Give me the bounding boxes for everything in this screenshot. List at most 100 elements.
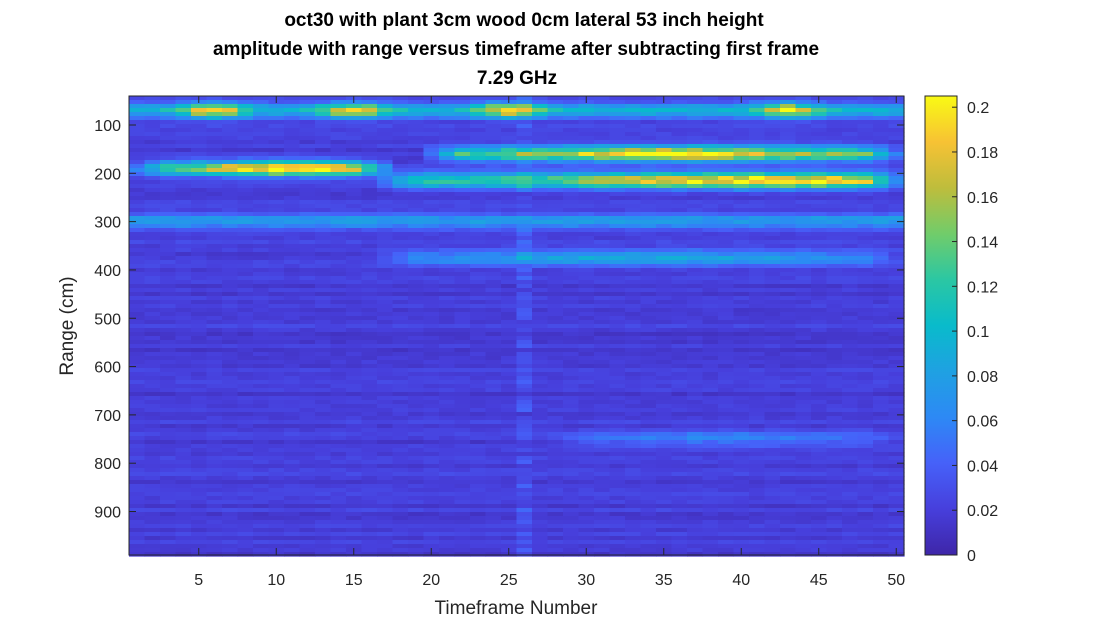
heatmap-cell xyxy=(299,512,316,517)
heatmap-cell xyxy=(315,204,332,209)
heatmap-cell xyxy=(547,132,564,137)
heatmap-cell xyxy=(702,268,719,273)
heatmap-cell xyxy=(361,468,378,473)
heatmap-cell xyxy=(671,356,688,361)
heatmap-cell xyxy=(733,168,750,173)
heatmap-cell xyxy=(780,208,797,213)
heatmap-cell xyxy=(485,268,502,273)
heatmap-cell xyxy=(656,200,673,205)
heatmap-cell xyxy=(129,212,146,217)
heatmap-cell xyxy=(284,536,301,541)
heatmap-cell xyxy=(175,416,192,421)
heatmap-cell xyxy=(795,148,812,153)
heatmap-cell xyxy=(594,176,611,181)
heatmap-cell xyxy=(129,532,146,537)
heatmap-cell xyxy=(361,180,378,185)
heatmap-cell xyxy=(222,344,239,349)
heatmap-cell xyxy=(454,288,471,293)
heatmap-cell xyxy=(795,256,812,261)
heatmap-cell xyxy=(764,108,781,113)
heatmap-cell xyxy=(206,432,223,437)
heatmap-cell xyxy=(206,124,223,129)
heatmap-cell xyxy=(175,324,192,329)
heatmap-cell xyxy=(315,184,332,189)
heatmap-cell xyxy=(377,172,394,177)
heatmap-cell xyxy=(795,140,812,145)
heatmap-cell xyxy=(594,484,611,489)
heatmap-cell xyxy=(330,220,347,225)
heatmap-cell xyxy=(733,328,750,333)
heatmap-cell xyxy=(640,404,657,409)
heatmap-cell xyxy=(687,140,704,145)
heatmap-cell xyxy=(780,292,797,297)
heatmap-cell xyxy=(361,372,378,377)
heatmap-cell xyxy=(129,336,146,341)
heatmap-cell xyxy=(501,116,518,121)
heatmap-cell xyxy=(470,348,487,353)
heatmap-cell xyxy=(439,244,456,249)
heatmap-cell xyxy=(656,348,673,353)
heatmap-cell xyxy=(253,120,270,125)
heatmap-cell xyxy=(175,188,192,193)
heatmap-cell xyxy=(237,464,254,469)
heatmap-cell xyxy=(129,308,146,313)
heatmap-cell xyxy=(594,132,611,137)
heatmap-cell xyxy=(780,104,797,109)
heatmap-cell xyxy=(780,308,797,313)
heatmap-cell xyxy=(253,484,270,489)
heatmap-cell xyxy=(237,416,254,421)
heatmap-cell xyxy=(392,464,409,469)
heatmap-cell xyxy=(439,260,456,265)
heatmap-cell xyxy=(547,244,564,249)
heatmap-cell xyxy=(780,160,797,165)
heatmap-cell xyxy=(361,100,378,105)
heatmap-cell xyxy=(718,328,735,333)
heatmap-cell xyxy=(408,132,425,137)
heatmap-cell xyxy=(237,380,254,385)
heatmap-cell xyxy=(640,464,657,469)
heatmap-cell xyxy=(408,548,425,553)
heatmap-cell xyxy=(547,324,564,329)
heatmap-cell xyxy=(206,344,223,349)
heatmap-cell xyxy=(346,464,363,469)
heatmap-cell xyxy=(346,424,363,429)
heatmap-cell xyxy=(284,260,301,265)
heatmap-cell xyxy=(191,536,208,541)
heatmap-cell xyxy=(315,436,332,441)
heatmap-cell xyxy=(160,508,177,513)
heatmap-cell xyxy=(439,552,456,557)
heatmap-cell xyxy=(656,384,673,389)
heatmap-cell xyxy=(671,456,688,461)
heatmap-cell xyxy=(299,140,316,145)
heatmap-cell xyxy=(656,156,673,161)
heatmap-cell xyxy=(470,424,487,429)
heatmap-cell xyxy=(656,228,673,233)
heatmap-cell xyxy=(594,288,611,293)
heatmap-cell xyxy=(656,396,673,401)
heatmap-cell xyxy=(191,144,208,149)
heatmap-cell xyxy=(144,440,161,445)
heatmap-cell xyxy=(346,244,363,249)
heatmap-cell xyxy=(237,468,254,473)
heatmap-cell xyxy=(315,124,332,129)
heatmap-cell xyxy=(718,356,735,361)
heatmap-cell xyxy=(563,340,580,345)
heatmap-cell xyxy=(532,280,549,285)
heatmap-cell xyxy=(718,464,735,469)
heatmap-cell xyxy=(299,400,316,405)
heatmap-cell xyxy=(408,344,425,349)
heatmap-cell xyxy=(485,264,502,269)
heatmap-cell xyxy=(315,480,332,485)
heatmap-cell xyxy=(330,436,347,441)
heatmap-cell xyxy=(392,168,409,173)
heatmap-cell xyxy=(377,340,394,345)
heatmap-cell xyxy=(516,520,533,525)
heatmap-cell xyxy=(563,388,580,393)
heatmap-cell xyxy=(129,360,146,365)
heatmap-cell xyxy=(377,348,394,353)
heatmap-cell xyxy=(253,184,270,189)
heatmap-cell xyxy=(594,108,611,113)
heatmap-cell xyxy=(733,236,750,241)
heatmap-cell xyxy=(687,180,704,185)
heatmap-cell xyxy=(532,144,549,149)
